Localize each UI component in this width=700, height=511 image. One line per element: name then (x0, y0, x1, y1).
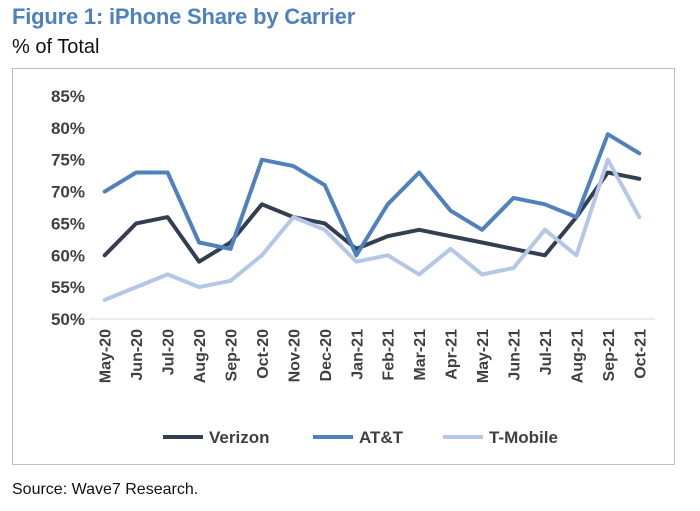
x-tick-label: May-21 (475, 329, 492, 383)
x-tick-label: Jan-21 (349, 329, 366, 380)
series-line-at-t (102, 132, 642, 258)
x-tick-label: Feb-21 (381, 329, 398, 381)
x-tick-label: Sep-21 (601, 329, 618, 382)
x-tick-label: Jul-20 (161, 329, 178, 375)
y-tick-label: 85% (51, 87, 85, 106)
series-line-t-mobile (102, 157, 642, 302)
x-tick-label: Nov-20 (286, 329, 303, 382)
y-tick-label: 65% (51, 214, 85, 233)
x-tick-label: Mar-21 (412, 329, 429, 381)
line-chart: 50% 55% 60% 65% 70% 75% 80% 85% May-20 Jun-20 Jul-… (51, 87, 655, 447)
legend-label-verizon: Verizon (209, 428, 269, 447)
y-tick-label: 75% (51, 151, 85, 170)
x-tick-label: Jun-20 (129, 329, 146, 381)
figure-title: Figure 1: iPhone Share by Carrier (12, 4, 356, 29)
figure-subtitle: % of Total (12, 36, 100, 58)
x-tick-label: Oct-21 (632, 329, 649, 379)
x-tick-label: Apr-21 (444, 329, 461, 380)
y-tick-label: 55% (51, 278, 85, 297)
x-tick-label: Aug-20 (192, 329, 209, 383)
source-note: Source: Wave7 Research. (12, 481, 199, 498)
y-tick-label: 60% (51, 246, 85, 265)
x-tick-label: Dec-20 (318, 329, 335, 382)
legend-label-at-t: AT&T (359, 428, 404, 447)
x-tick-label: Aug-21 (569, 329, 586, 383)
x-tick-label: Jun-21 (507, 329, 524, 381)
series-line-verizon (102, 170, 642, 264)
legend-label-t-mobile: T-Mobile (489, 428, 558, 447)
x-tick-label: Oct-20 (255, 329, 272, 379)
x-tick-label: Sep-20 (224, 329, 241, 382)
chart-frame: 50% 55% 60% 65% 70% 75% 80% 85% May-20 Jun-20 Jul-… (12, 68, 675, 465)
y-tick-label: 50% (51, 310, 85, 329)
x-tick-label: Jul-21 (538, 329, 555, 375)
x-tick-label: May-20 (98, 329, 115, 383)
y-tick-label: 80% (51, 119, 85, 138)
y-tick-label: 70% (51, 183, 85, 202)
